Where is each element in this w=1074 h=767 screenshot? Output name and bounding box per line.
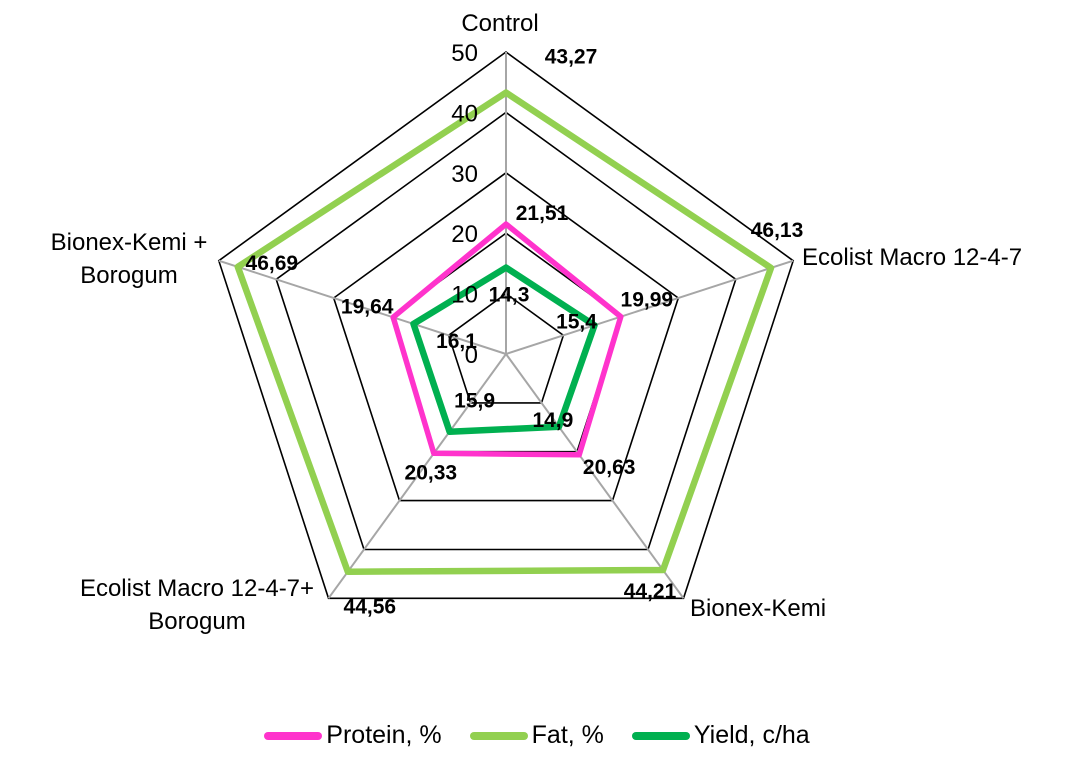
data-label: 44,21	[624, 580, 677, 603]
legend-label-fat: Fat, %	[531, 721, 604, 749]
data-label: 14,9	[532, 409, 573, 432]
legend-label-yield: Yield, c/ha	[693, 721, 810, 749]
data-label: 46,69	[246, 252, 299, 275]
data-label: 15,9	[454, 390, 495, 413]
legend-swatch-fat-icon	[469, 731, 528, 740]
data-label: 20,63	[583, 456, 636, 479]
grid-ring	[447, 292, 565, 404]
legend-item-fat: Fat, %	[469, 721, 604, 750]
axis-spoke	[218, 259, 507, 355]
axis-spoke	[505, 353, 685, 599]
radial-tick-label: 20	[451, 221, 478, 248]
legend-item-protein: Protein, %	[264, 721, 442, 750]
radial-tick-label: 50	[451, 40, 478, 67]
axis-spoke	[505, 259, 794, 355]
data-label: 19,64	[341, 295, 394, 318]
grid-ring	[275, 111, 737, 551]
data-label: 20,33	[405, 461, 458, 484]
series-line-yield	[410, 264, 598, 435]
grid-ring	[217, 51, 795, 600]
category-label-2: Bionex-Kemi	[690, 595, 826, 622]
radial-tick-label: 40	[451, 100, 478, 127]
series-line-fat	[234, 89, 775, 575]
series-line-protein	[390, 221, 624, 458]
data-label: 16,1	[436, 330, 477, 353]
legend-swatch-yield-icon	[631, 731, 690, 740]
radial-tick-label: 30	[451, 161, 478, 188]
category-label-1: Ecolist Macro 12-4-7	[802, 244, 1022, 271]
category-label-0: Control	[461, 10, 538, 37]
data-label: 43,27	[545, 46, 598, 69]
data-label: 14,3	[489, 284, 530, 307]
chart-legend: Protein, % Fat, % Yield, c/ha	[0, 721, 1074, 750]
category-label-4: Borogum	[80, 262, 177, 289]
radial-tick-label: 0	[465, 342, 478, 369]
category-label-3: Ecolist Macro 12-4-7+	[80, 575, 314, 602]
axis-spoke	[327, 353, 507, 599]
legend-swatch-protein-icon	[264, 731, 323, 740]
data-label: 21,51	[516, 202, 569, 225]
data-label: 19,99	[621, 289, 674, 312]
grid-ring	[332, 171, 680, 502]
data-label: 15,4	[556, 310, 597, 333]
legend-label-protein: Protein, %	[326, 721, 442, 749]
category-label-3: Borogum	[148, 608, 245, 635]
legend-item-yield: Yield, c/ha	[631, 721, 810, 750]
radial-tick-label: 10	[451, 282, 478, 309]
category-label-4: Bionex-Kemi +	[51, 229, 208, 256]
data-label: 44,56	[344, 596, 397, 619]
data-label: 46,13	[751, 219, 804, 242]
